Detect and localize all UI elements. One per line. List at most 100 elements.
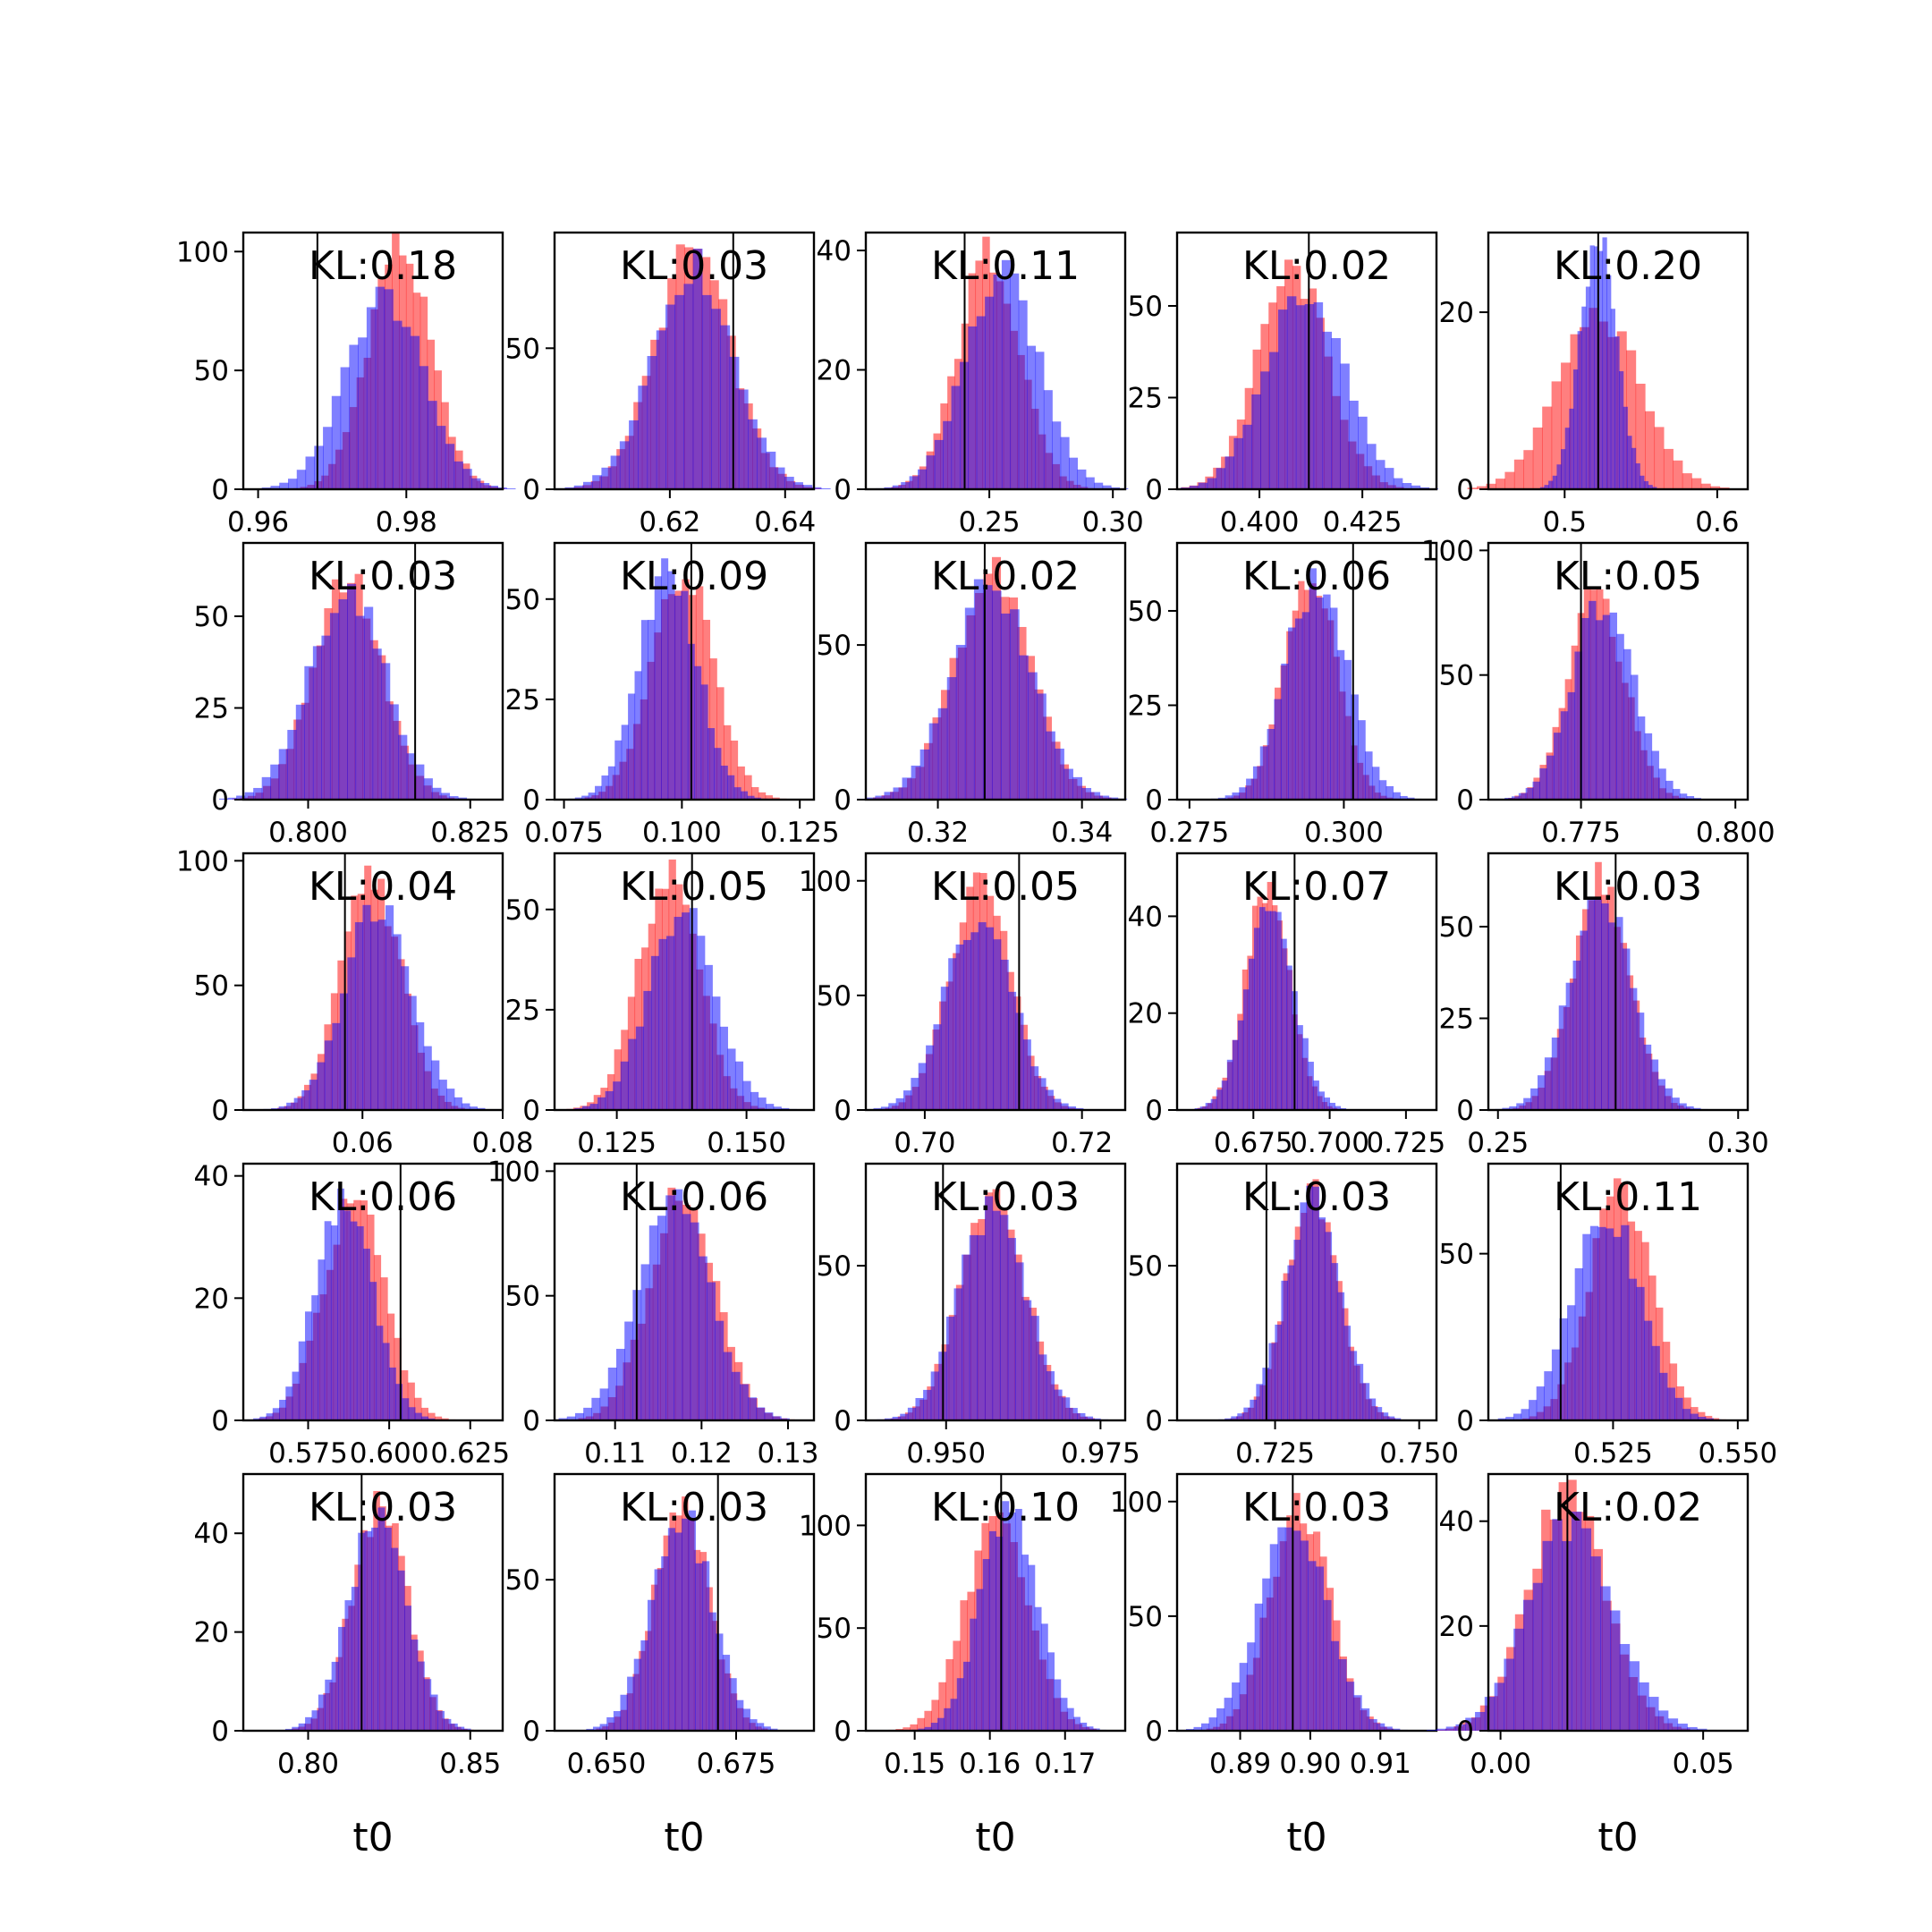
x-tick-label: 0.275 [1149, 817, 1229, 849]
blue-histogram-bar [1522, 1599, 1534, 1731]
axes-frame [864, 541, 1127, 801]
blue-histogram-bar [1553, 733, 1562, 800]
y-tick-label: 25 [1128, 690, 1163, 722]
blue-histogram-bar [1329, 1102, 1336, 1110]
blue-histogram-bar [592, 475, 603, 489]
axes-frame [553, 1162, 816, 1422]
red-histogram-bar [1542, 406, 1553, 489]
blue-histogram-bar [597, 1097, 606, 1110]
blue-histogram-bar [599, 1388, 609, 1420]
blue-histogram-bar [314, 445, 324, 489]
blue-histogram-bar [902, 777, 912, 800]
blue-histogram-bar [1400, 795, 1408, 800]
blue-histogram-bar [951, 386, 961, 489]
y-tick-label: 50 [505, 1281, 540, 1313]
blue-histogram-bar [627, 1676, 635, 1731]
blue-histogram-bar [375, 286, 386, 489]
blue-histogram-bar [719, 1026, 728, 1110]
blue-histogram-bar [1300, 1202, 1308, 1420]
blue-histogram-bar [1340, 363, 1350, 489]
blue-histogram-bar [430, 1694, 438, 1731]
blue-histogram-bar [1277, 309, 1288, 489]
x-tick-label: 0.15 [884, 1748, 945, 1780]
blue-histogram-bar [1210, 1098, 1217, 1110]
blue-histogram-bar [1639, 1682, 1649, 1731]
blue-histogram-bar [1594, 899, 1602, 1110]
histogram-panel-r4-c4: 0 20 40 0.00 0.05 KL:0.02 t0 [1427, 1472, 1750, 1860]
x-tick-label: 0.17 [1034, 1748, 1096, 1780]
red-histogram-bar [765, 795, 773, 800]
blue-histogram-bar [1623, 648, 1631, 800]
kl-annotation: KL:0.06 [1242, 554, 1391, 599]
blue-histogram-bar [628, 1038, 637, 1110]
blue-histogram-bar [337, 1188, 344, 1420]
red-histogram-bar [1532, 428, 1543, 489]
red-histogram-bar [938, 1682, 946, 1731]
y-tick-label: 100 [1110, 1487, 1163, 1519]
blue-histogram-bar [1512, 796, 1520, 800]
blue-histogram-bar [1216, 1707, 1225, 1731]
blue-histogram-bar [766, 451, 776, 489]
blue-histogram-bar [364, 1530, 372, 1731]
y-tick-label: 20 [817, 355, 852, 387]
blue-histogram-bar [1281, 938, 1287, 1110]
blue-histogram-bar [1564, 428, 1570, 489]
blue-histogram-bar [1316, 597, 1324, 800]
histogram-panel-r2-c4: 0 25 50 0.25 0.30 KL:0.03 [1439, 852, 1769, 1159]
blue-histogram-bar [419, 366, 428, 489]
blue-histogram-bar [1558, 1005, 1567, 1110]
blue-histogram-bar [1216, 468, 1226, 489]
blue-histogram-bar [1574, 651, 1582, 800]
blue-histogram-bar [1216, 1089, 1223, 1110]
blue-histogram-bar [742, 1708, 750, 1731]
blue-histogram-bar [940, 987, 949, 1110]
blue-histogram-bar [1313, 301, 1324, 489]
x-tick-label: 0.6 [1695, 506, 1739, 538]
axes-frame [1487, 231, 1750, 491]
x-axis-label: t0 [664, 1815, 704, 1860]
blue-histogram-bar [926, 1045, 935, 1110]
blue-histogram-bar [347, 583, 357, 800]
blue-histogram-bar [1657, 1710, 1669, 1731]
blue-histogram-bar [236, 795, 246, 800]
histogram-panel-r3-c0: 0 20 40 0.575 0.600 0.625 KL:0.06 [194, 1161, 511, 1470]
blue-histogram-bar [1000, 1215, 1009, 1420]
blue-histogram-bar [1353, 1695, 1362, 1731]
blue-histogram-bar [648, 619, 656, 800]
blue-histogram-bar [1237, 1413, 1244, 1420]
blue-histogram-bar [358, 337, 368, 489]
blue-histogram-bar [449, 796, 459, 800]
blue-histogram-bar [574, 797, 582, 800]
x-tick-label: 0.96 [227, 506, 289, 538]
kl-annotation: KL:0.11 [931, 243, 1080, 289]
blue-histogram-bar [1523, 1097, 1531, 1110]
red-histogram-bar [1711, 1418, 1720, 1420]
x-axis-label: t0 [1286, 1815, 1326, 1860]
blue-histogram-bar [1086, 1726, 1094, 1731]
blue-histogram-bar [1544, 1371, 1553, 1420]
blue-histogram-bar [227, 797, 237, 800]
blue-histogram-bar [428, 401, 437, 489]
blue-histogram-bar [667, 1528, 676, 1731]
blue-histogram-bar [1231, 1416, 1238, 1420]
blue-histogram-bar [286, 1102, 295, 1110]
blue-histogram-bar [756, 1407, 766, 1420]
blue-histogram-bar [1358, 416, 1368, 489]
blue-histogram-bar [1063, 768, 1073, 800]
red-histogram-bar [434, 1416, 443, 1420]
red-histogram-bar [428, 1412, 436, 1420]
axes-frame [864, 1472, 1127, 1733]
blue-histogram-bar [592, 1726, 601, 1731]
blue-histogram-bar [993, 939, 1002, 1110]
blue-histogram-bar [1287, 1265, 1295, 1420]
y-tick-label: 0 [1456, 1716, 1474, 1748]
blue-histogram-bar [1297, 1025, 1303, 1110]
blue-histogram-bar [1331, 1263, 1339, 1420]
blue-histogram-bar [661, 1556, 669, 1731]
blue-histogram-bar [692, 249, 703, 489]
blue-histogram-bar [1200, 1723, 1210, 1731]
blue-histogram-bar [1269, 352, 1279, 489]
red-histogram-bar [387, 1313, 395, 1420]
blue-histogram-bar [1069, 1408, 1078, 1420]
y-tick-label: 20 [1439, 1611, 1474, 1643]
